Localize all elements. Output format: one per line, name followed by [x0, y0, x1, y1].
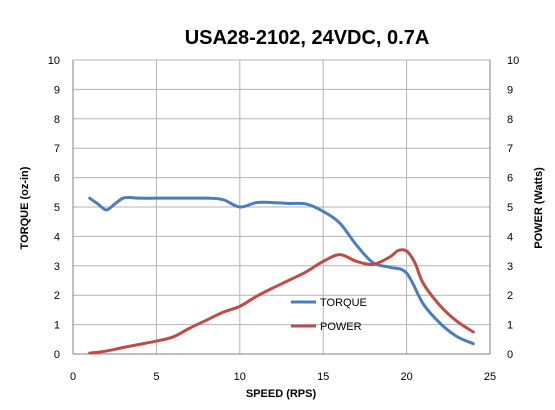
axes: [72, 60, 491, 355]
x-tick-label: 25: [484, 371, 496, 383]
y-tick-label: 10: [48, 55, 60, 67]
series-lines: [88, 195, 475, 355]
y2-tick-label: 4: [507, 231, 513, 243]
y-tick-label: 1: [54, 320, 60, 332]
y2-tick-label: 1: [507, 320, 513, 332]
legend-label-torque: TORQUE: [320, 297, 367, 309]
y-tick-label: 0: [54, 349, 60, 361]
x-tick-label: 10: [234, 371, 246, 383]
chart-title: USA28-2102, 24VDC, 0.7A: [185, 27, 430, 49]
y2-tick-label: 5: [507, 202, 513, 214]
y2-tick-label: 8: [507, 114, 513, 126]
y-tick-label: 6: [54, 173, 60, 185]
y2-tick-label: 6: [507, 173, 513, 185]
legend-label-power: POWER: [320, 321, 362, 333]
y2-axis-label: POWER (Watts): [533, 167, 545, 249]
x-tick-label: 0: [70, 371, 76, 383]
x-tick-label: 15: [317, 371, 329, 383]
gridlines: [73, 59, 490, 354]
series-power-line: [88, 248, 475, 355]
y-axis-label: TORQUE (oz-in): [19, 166, 31, 249]
y-tick-label: 4: [54, 231, 60, 243]
legend: TORQUE POWER: [291, 297, 367, 333]
y2-tick-label: 2: [507, 290, 513, 302]
series-torque-line: [88, 195, 475, 346]
y2-tick-label: 9: [507, 84, 513, 96]
y2-tick-label: 3: [507, 261, 513, 273]
x-tick-label: 5: [153, 371, 159, 383]
y-tick-label: 7: [54, 143, 60, 155]
y-tick-label: 3: [54, 261, 60, 273]
y2-tick-label: 10: [507, 55, 519, 67]
y2-tick-label: 7: [507, 143, 513, 155]
y-tick-label: 9: [54, 84, 60, 96]
y2-tick-label: 0: [507, 349, 513, 361]
x-tick-label: 20: [400, 371, 412, 383]
y-tick-label: 2: [54, 290, 60, 302]
y-tick-label: 8: [54, 114, 60, 126]
tick-labels: 0 5 10 15 20 25 0 1 2 3 4 5 6 7 8 9 10 0 1 2 3 4 5 6 7 8 9 10: [48, 55, 520, 383]
y-tick-label: 5: [54, 202, 60, 214]
x-axis-label: SPEED (RPS): [246, 388, 317, 400]
